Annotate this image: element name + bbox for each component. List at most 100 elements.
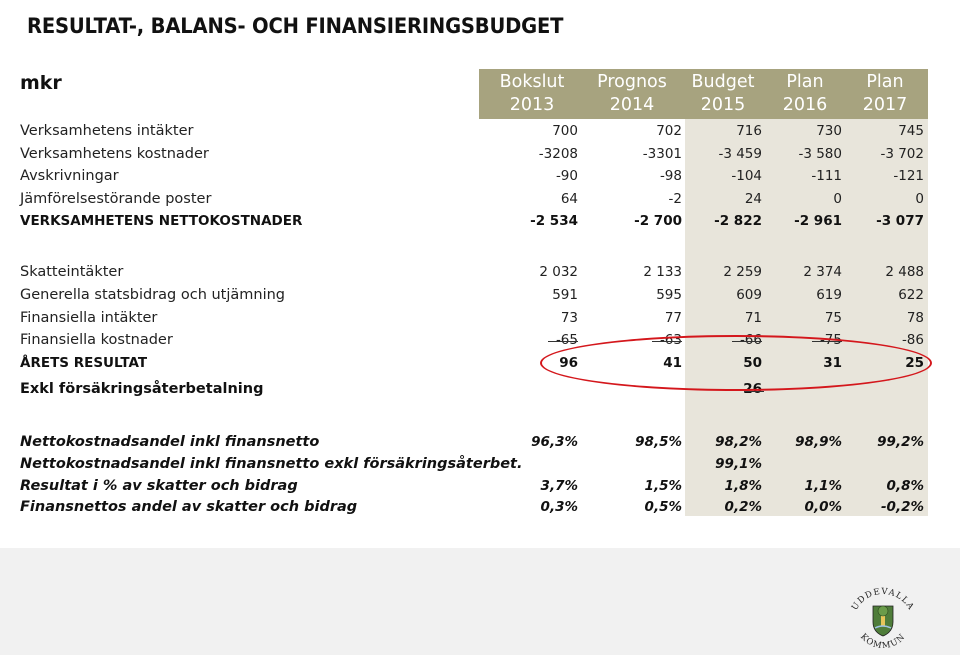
cell-2013: -2 534 [530, 213, 578, 229]
table-row-jamforelsestorande-poster: Jämförelsestörande poster 64 -2 24 0 0 [0, 188, 960, 210]
cell-2014: -98 [659, 168, 682, 184]
column-header-prognos-2014: Prognos 2014 [592, 71, 672, 117]
strike-line [744, 391, 764, 392]
cell-2013: 96,3% [531, 434, 578, 450]
column-header-line2: 2017 [862, 95, 908, 115]
highlight-ellipse [540, 335, 932, 391]
cell-2013: 73 [560, 310, 578, 326]
row-label: Resultat i % av skatter och bidrag [20, 478, 298, 494]
column-header-budget-2015: Budget 2015 [683, 71, 763, 117]
cell-2014: -3301 [642, 146, 682, 162]
cell-2013: 0,3% [540, 499, 578, 515]
cell-2015: 716 [736, 123, 762, 139]
slide-footer-area [0, 548, 960, 655]
cell-2013: 591 [552, 287, 578, 303]
cell-2013: -90 [555, 168, 578, 184]
column-header-line1: Prognos [597, 72, 667, 92]
column-header-line1: Plan [866, 72, 904, 92]
cell-2017: -121 [893, 168, 924, 184]
cell-2014: -2 [668, 191, 682, 207]
cell-2017: 0 [915, 191, 924, 207]
cell-2017: -3 077 [876, 213, 924, 229]
cell-2016: 2 374 [803, 264, 842, 280]
column-header-line2: 2015 [700, 95, 746, 115]
cell-2014: 0,5% [644, 499, 682, 515]
row-label: Generella statsbidrag och utjämning [20, 287, 286, 303]
cell-2014: 595 [656, 287, 682, 303]
column-header-line1: Plan [786, 72, 824, 92]
cell-2015: -104 [731, 168, 762, 184]
row-label: Verksamhetens kostnader [20, 146, 209, 162]
row-label: Nettokostnadsandel inkl finansnetto exkl… [20, 456, 523, 472]
cell-2015: 98,2% [715, 434, 762, 450]
unit-label: mkr [20, 72, 62, 94]
table-row-resultat-procent: Resultat i % av skatter och bidrag 3,7% … [0, 475, 960, 497]
column-header-line2: 2016 [782, 95, 828, 115]
table-row-finansnettos-andel: Finansnettos andel av skatter och bidrag… [0, 496, 960, 518]
cell-2014: 702 [656, 123, 682, 139]
row-label: Finansiella kostnader [20, 332, 173, 348]
row-label: ÅRETS RESULTAT [20, 355, 148, 371]
cell-2017: 745 [898, 123, 924, 139]
cell-2017: 622 [898, 287, 924, 303]
table-row-finansiella-intakter: Finansiella intäkter 73 77 71 75 78 [0, 307, 960, 329]
cell-2017: -3 702 [880, 146, 924, 162]
row-label: Nettokostnadsandel inkl finansnetto [20, 434, 320, 450]
table-row-verksamhetens-kostnader: Verksamhetens kostnader -3208 -3301 -3 4… [0, 143, 960, 165]
row-label: Finansnettos andel av skatter och bidrag [20, 499, 358, 515]
cell-2016: 1,1% [804, 478, 842, 494]
row-label: VERKSAMHETENS NETTOKOSTNADER [20, 213, 303, 229]
cell-2013: -65 [555, 332, 578, 348]
cell-2016: 730 [816, 123, 842, 139]
cell-2014: 1,5% [644, 478, 682, 494]
cell-2016: -3 580 [798, 146, 842, 162]
cell-2013: 2 032 [539, 264, 578, 280]
cell-2017: -0,2% [880, 499, 924, 515]
cell-2016: -2 961 [794, 213, 842, 229]
column-header-plan-2017: Plan 2017 [845, 71, 925, 117]
cell-2013: 64 [560, 191, 578, 207]
cell-2016: -111 [811, 168, 842, 184]
column-header-line2: 2013 [509, 95, 555, 115]
column-header-band [479, 69, 928, 119]
cell-2013: 700 [552, 123, 578, 139]
table-row-verksamhetens-nettokostnader: VERKSAMHETENS NETTOKOSTNADER -2 534 -2 7… [0, 210, 960, 232]
column-header-line1: Budget [691, 72, 755, 92]
cell-2017: 78 [906, 310, 924, 326]
table-row-verksamhetens-intakter: Verksamhetens intäkter 700 702 716 730 7… [0, 120, 960, 142]
row-label: Verksamhetens intäkter [20, 123, 194, 139]
cell-2017: 2 488 [885, 264, 924, 280]
cell-2014: 98,5% [635, 434, 682, 450]
cell-2016: 75 [824, 310, 842, 326]
row-label: Skatteintäkter [20, 264, 124, 280]
cell-2014: 2 133 [643, 264, 682, 280]
cell-2013: 3,7% [540, 478, 578, 494]
cell-2016: 98,9% [795, 434, 842, 450]
column-header-bokslut-2013: Bokslut 2013 [492, 71, 572, 117]
column-header-plan-2016: Plan 2016 [765, 71, 845, 117]
table-row-avskrivningar: Avskrivningar -90 -98 -104 -111 -121 [0, 165, 960, 187]
cell-2016: 0,0% [804, 499, 842, 515]
cell-2015: 2 259 [723, 264, 762, 280]
row-label: Avskrivningar [20, 168, 119, 184]
coat-of-arms-icon: UDDEVALLA KOMMUN [850, 587, 915, 648]
table-row-generella-statsbidrag: Generella statsbidrag och utjämning 591 … [0, 284, 960, 306]
strike-line [548, 341, 578, 342]
cell-2016: 619 [816, 287, 842, 303]
cell-2015: 1,8% [724, 478, 762, 494]
table-row-skatteintakter: Skatteintäkter 2 032 2 133 2 259 2 374 2… [0, 261, 960, 283]
cell-2013: -3208 [538, 146, 578, 162]
cell-2015: 609 [736, 287, 762, 303]
cell-2015: 71 [744, 310, 762, 326]
cell-2015: 24 [744, 191, 762, 207]
table-row-nettokostnadsandel-exkl: Nettokostnadsandel inkl finansnetto exkl… [0, 453, 960, 475]
cell-2017: -86 [901, 332, 924, 348]
budget-columns-band [685, 119, 928, 516]
page-title: RESULTAT-, BALANS- OCH FINANSIERINGSBUDG… [27, 14, 564, 38]
cell-2014: -2 700 [634, 213, 682, 229]
row-label: Jämförelsestörande poster [20, 191, 212, 207]
cell-2015: -2 822 [714, 213, 762, 229]
row-label: Exkl försäkringsåterbetalning [20, 381, 264, 397]
table-row-nettokostnadsandel: Nettokostnadsandel inkl finansnetto 96,3… [0, 431, 960, 453]
cell-2017: 99,2% [877, 434, 924, 450]
